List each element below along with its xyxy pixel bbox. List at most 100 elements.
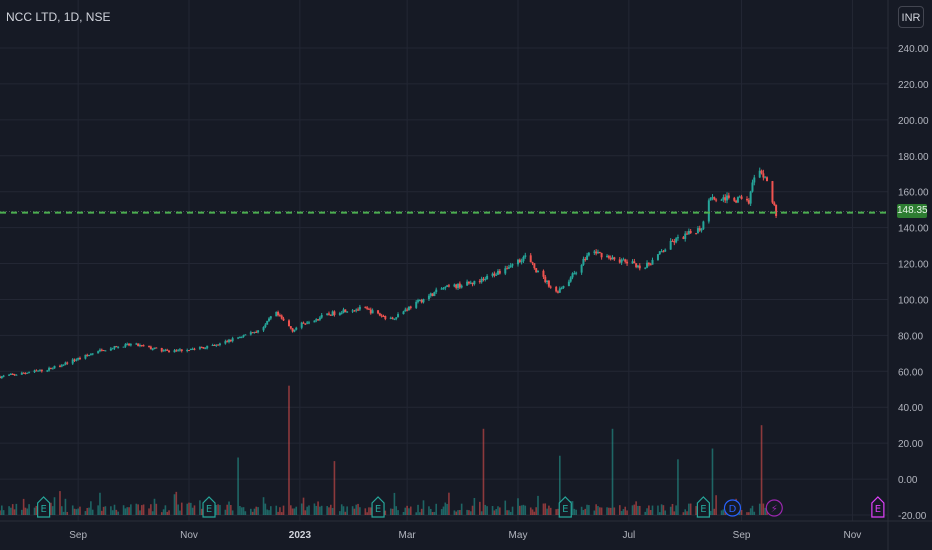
candle-body (257, 330, 260, 333)
candle-body (149, 346, 152, 350)
volume-bar (529, 507, 532, 515)
candle-body (113, 346, 116, 349)
volume-bar (557, 508, 559, 515)
candle-body (506, 268, 509, 270)
volume-bar (237, 457, 239, 515)
split-badge[interactable]: ⚡ (765, 499, 783, 517)
candle-body (293, 329, 296, 332)
candle-body (497, 270, 500, 275)
candle-body (51, 368, 54, 370)
badge-label: E (562, 504, 568, 515)
candle-body (351, 310, 354, 312)
candle-body (735, 200, 738, 203)
volume-bar (53, 497, 56, 515)
earnings-badge[interactable]: E (371, 496, 385, 518)
volume-bar (366, 512, 368, 515)
y-tick-label: 240.00 (898, 44, 929, 55)
candle-body (357, 309, 360, 311)
candle-body (584, 258, 587, 260)
volume-bar (740, 509, 743, 515)
candle-body (587, 252, 590, 256)
candle-body (613, 257, 616, 260)
candle-body (580, 264, 583, 273)
candle-body (355, 309, 358, 311)
volume-bar (26, 508, 29, 515)
volume-bar (22, 498, 25, 515)
volume-bar (280, 512, 283, 515)
volume-bar (302, 497, 305, 515)
candle-body (129, 344, 132, 346)
candle-body (555, 286, 558, 292)
candle-body (135, 343, 138, 345)
x-tick-label: Jul (622, 530, 635, 541)
candle-body (664, 249, 667, 252)
candle-body (228, 339, 231, 343)
candle-body (533, 263, 536, 269)
volume-bar (268, 510, 270, 515)
candle-body (773, 202, 776, 205)
candle-body (377, 310, 380, 314)
candle-body (651, 259, 654, 265)
candle-body (736, 197, 739, 203)
volume-bar (620, 511, 623, 515)
earnings-badge[interactable]: E (696, 496, 710, 518)
candle-body (340, 312, 343, 314)
candle-body (738, 196, 741, 198)
candle-body (440, 288, 443, 290)
volume-bar (353, 508, 356, 515)
candle-body (173, 350, 176, 353)
candle-body (353, 310, 356, 312)
badge-label: D (729, 504, 737, 515)
volume-bar (746, 512, 748, 515)
volume-bar (190, 502, 192, 515)
candle-body (407, 306, 410, 311)
volume-bar (279, 507, 281, 515)
currency-button[interactable]: INR (898, 6, 924, 28)
x-tick-label: Nov (844, 530, 862, 541)
volume-bar (199, 500, 201, 515)
candle-body (702, 221, 705, 230)
volume-bar (508, 510, 510, 515)
x-tick-label: May (509, 530, 528, 541)
badge-label: E (40, 504, 46, 515)
candle-body (560, 288, 563, 290)
dividend-badge[interactable]: D (723, 499, 742, 517)
earnings-badge[interactable]: E (37, 496, 51, 518)
candle-body (306, 322, 309, 324)
candle-body (88, 355, 91, 357)
volume-bar (506, 510, 508, 515)
earnings-badge[interactable]: E (202, 496, 216, 518)
candle-body (749, 191, 752, 204)
candle-body (469, 282, 472, 284)
volume-bar (491, 505, 494, 515)
volume-bar (749, 508, 752, 515)
volume-bar (422, 500, 425, 515)
candle-body (558, 288, 561, 293)
volume-bar (662, 505, 665, 515)
badge-shape (37, 496, 51, 518)
candle-body (536, 270, 539, 273)
volume-bar (533, 511, 536, 515)
candle-body (380, 315, 383, 317)
earnings-badge[interactable]: E (558, 496, 572, 518)
volume-bar (186, 503, 189, 515)
candle-body (686, 233, 689, 235)
volume-bar (720, 510, 723, 515)
candle-body (631, 261, 634, 264)
candle-body (53, 365, 56, 369)
candle-body (420, 299, 423, 303)
volume-bar (328, 507, 330, 515)
x-tick-label: Nov (180, 530, 198, 541)
volume-bar (357, 503, 359, 515)
volume-bar (266, 509, 268, 515)
candle-body (544, 276, 547, 282)
volume-bar (122, 505, 125, 515)
candle-body (287, 320, 290, 327)
candle-body (775, 204, 778, 216)
candle-body (75, 359, 78, 361)
candle-body (371, 310, 374, 314)
candle-body (191, 348, 194, 350)
volume-bar (520, 505, 523, 515)
candle-body (333, 311, 336, 315)
earnings-badge[interactable]: E (871, 496, 885, 518)
